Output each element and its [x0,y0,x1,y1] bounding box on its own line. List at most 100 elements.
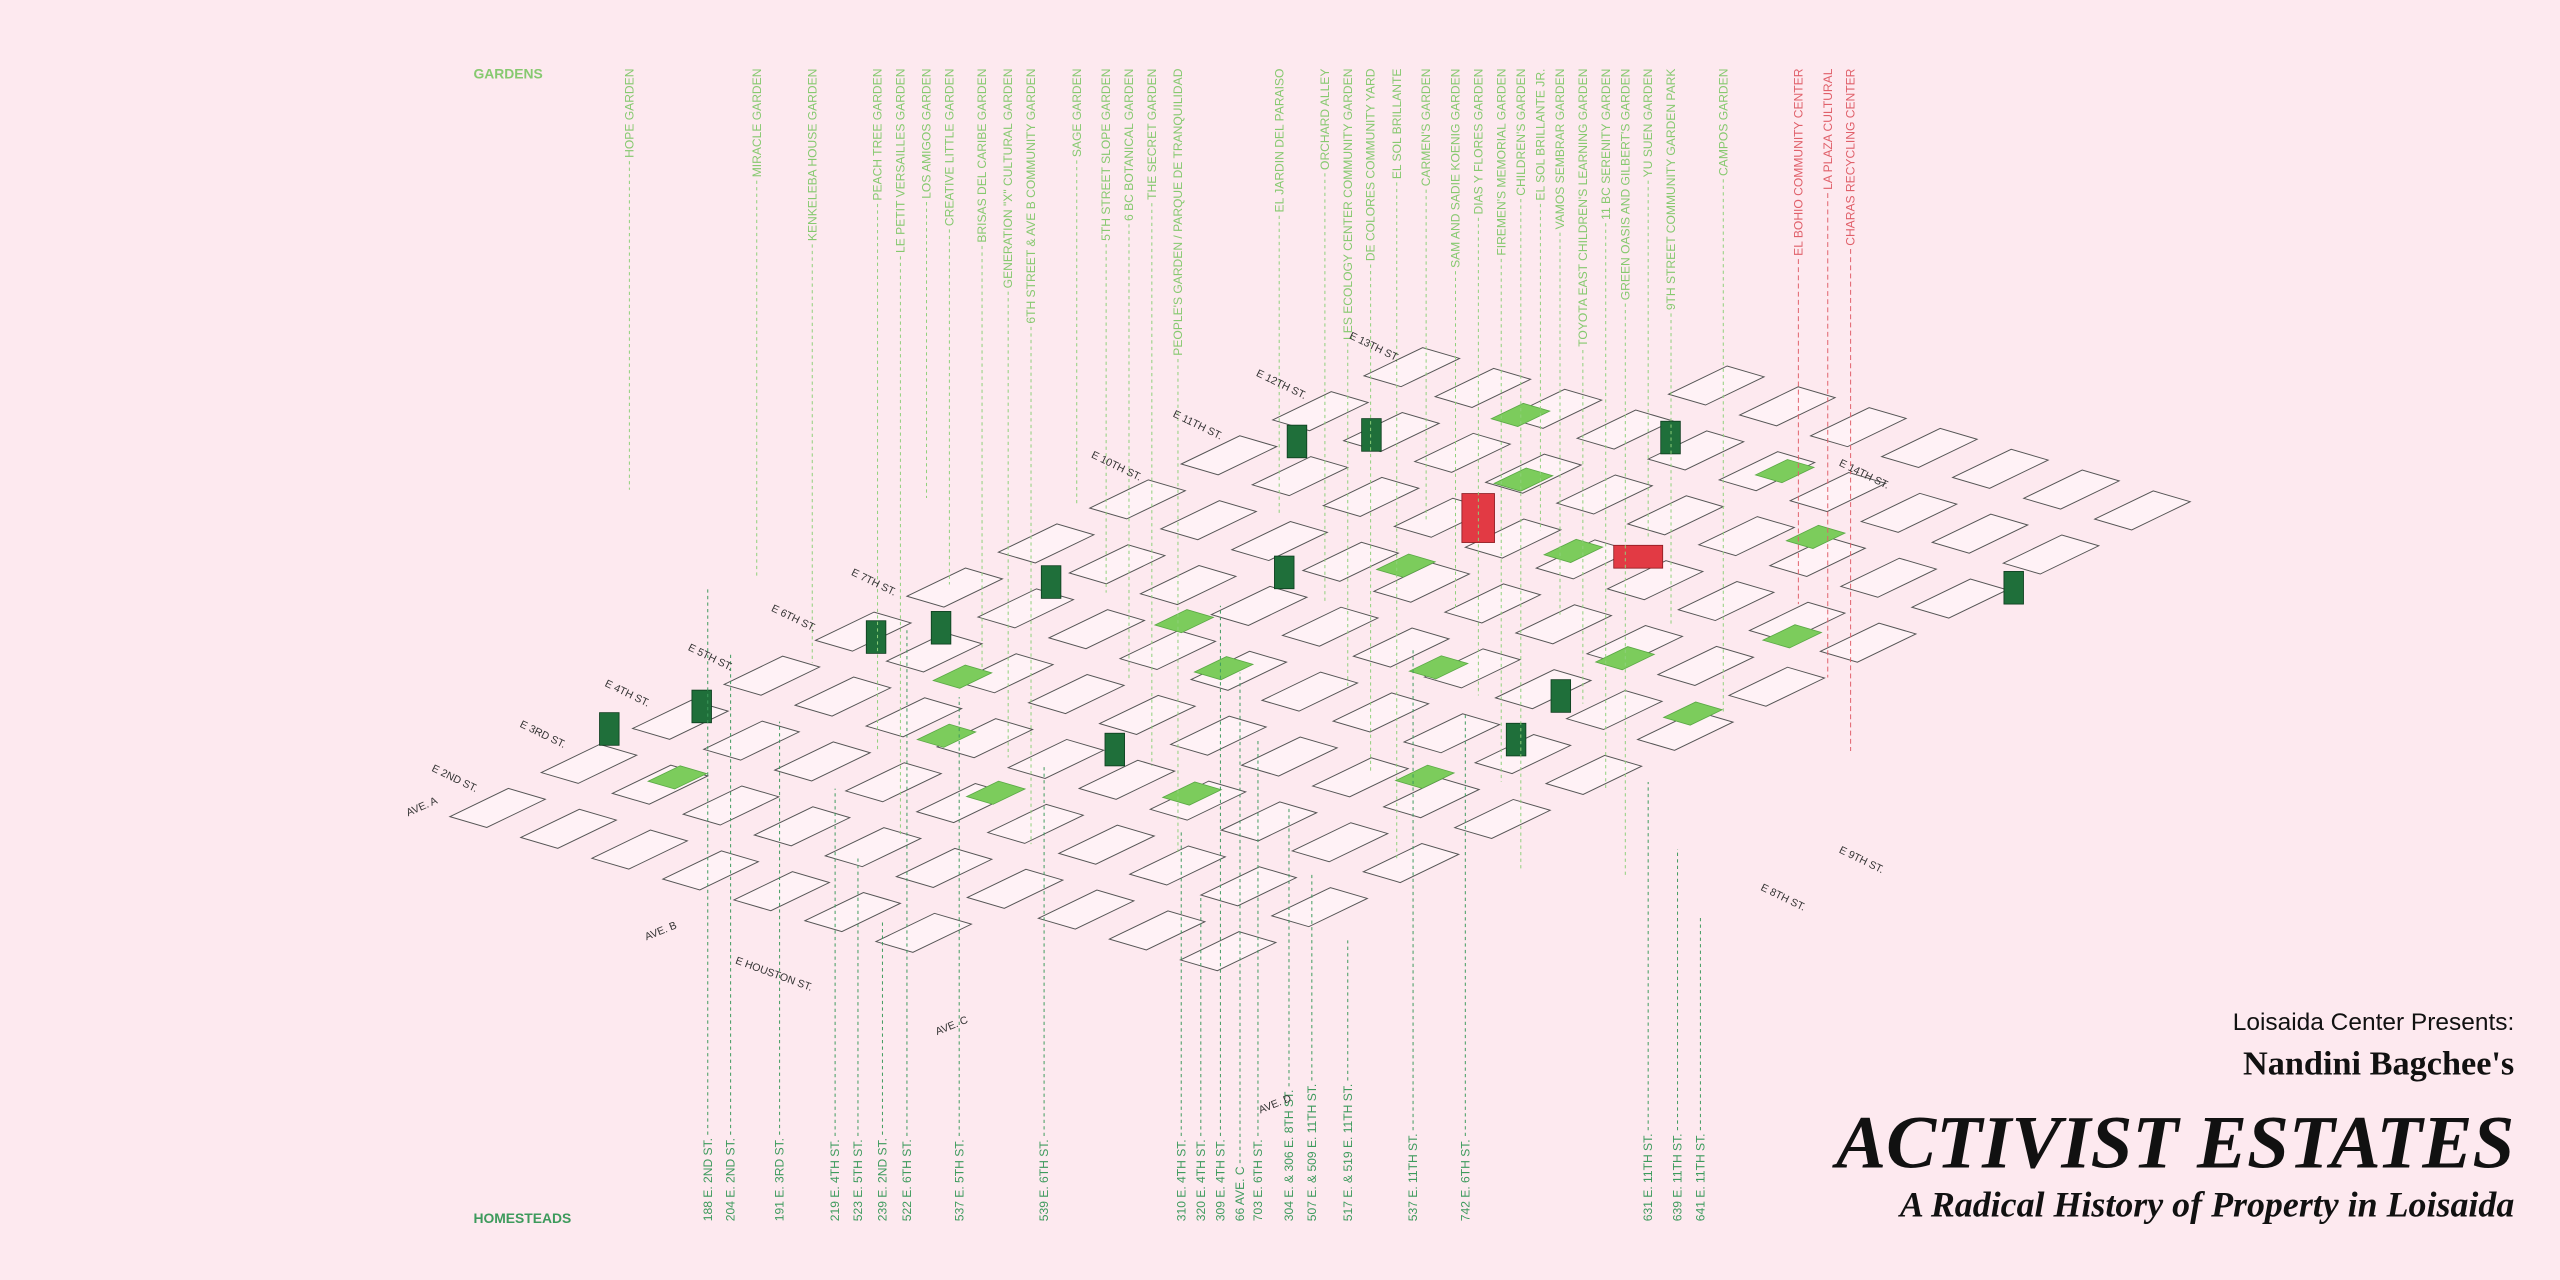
garden-label: DE COLORES COMMUNITY YARD [1364,68,1378,261]
homestead-label: 507 E. & 509 E. 11TH ST. [1305,1084,1319,1221]
garden-label: LOS AMIGOS GARDEN [920,69,934,199]
homestead-label: 522 E. 6TH ST. [900,1139,914,1221]
city-block [1951,448,2050,489]
garden-label: HOPE GARDEN [622,69,636,158]
author: Nandini Bagchee's [2243,1044,2514,1082]
city-block [1290,822,1390,863]
homestead-label: 537 E. 11TH ST. [1406,1133,1420,1221]
homestead-label: 539 E. 6TH ST. [1037,1139,1051,1221]
homestead-label: 191 E. 3RD ST. [773,1138,787,1221]
garden-label: YU SUEN GARDEN [1641,69,1655,178]
city-block [519,808,618,849]
homestead-building [1361,418,1382,452]
garden-lot [1543,538,1604,563]
city-block [1433,367,1532,409]
city-block [1738,386,1837,427]
homestead-building [1104,732,1125,767]
city-block [1839,557,1938,598]
garden-label: CAMPOS GARDEN [1716,69,1730,176]
homestead-label: 204 E. 2ND ST. [724,1138,738,1221]
city-block [823,827,923,868]
city-block [752,806,852,847]
garden-label: SAM AND SADIE KOENIG GARDEN [1449,69,1463,268]
city-block [1443,583,1542,624]
city-block [661,850,760,891]
community-center-label: CHARAS RECYCLING CENTER [1844,68,1858,245]
homestead-label: 239 E. 2ND ST. [876,1138,890,1221]
garden-label: MIRACLE GARDEN [750,69,764,178]
city-block [1646,430,1746,471]
city-block [1859,492,1959,533]
city-block [702,720,801,761]
garden-label: CREATIVE LITTLE GARDEN [942,69,956,227]
homestead-label: 641 E. 11TH ST. [1693,1133,1707,1221]
city-block [539,743,639,784]
city-block [966,868,1065,909]
city-block [1352,627,1451,668]
city-block [1108,910,1207,951]
city-block [1361,843,1461,884]
garden-lot [1785,524,1847,549]
homestead-building [691,689,712,724]
homestead-label: 703 E. 6TH ST. [1251,1139,1265,1221]
subtitle: A Radical History of Property in Loisaid… [1898,1184,2514,1224]
garden-label: THE SECRET GARDEN [1145,69,1159,200]
city-block [1514,604,1613,645]
city-block [1098,694,1197,735]
garden-lot [1754,459,1816,484]
garden-label: EL JARDIN DEL PARAISO [1272,69,1286,213]
city-block [1880,427,1979,469]
city-block [997,523,1096,564]
city-block [1544,754,1643,795]
garden-lot [1161,781,1223,806]
homestead-building [1286,424,1308,459]
city-block [814,611,913,652]
garden-label: PEOPLE'S GARDEN / PARQUE DE TRANQUILIDAD [1171,68,1185,355]
garden-label: CHILDREN'S GARDEN [1514,69,1528,196]
city-block [1656,645,1755,686]
city-block [1453,798,1552,840]
homestead-building [1550,679,1572,713]
title: ACTIVIST ESTATES [1832,1101,2514,1184]
garden-lot [1193,656,1255,681]
community-center [1613,544,1664,569]
city-block [1027,674,1126,715]
city-block [1270,887,1369,928]
homestead-label: 639 E. 11TH ST. [1671,1133,1685,1221]
city-block [1240,736,1339,777]
garden-label: 5TH STREET SLOPE GARDEN [1099,69,1113,241]
homestead-label: 517 E. & 519 E. 11TH ST. [1341,1084,1355,1221]
garden-label: LE PETIT VERSAILLES GARDEN [893,69,907,253]
city-block [1219,801,1319,842]
homestead-building [1505,722,1527,757]
homestead-building [865,620,887,654]
city-block [1819,622,1918,663]
community-center-label: EL BOHIO COMMUNITY CENTER [1791,68,1805,256]
garden-lot [1493,467,1554,492]
city-block [1057,824,1156,865]
homestead-label: 320 E. 4TH ST. [1194,1139,1208,1221]
garden-label: 6TH STREET & AVE B COMMUNITY GARDEN [1024,69,1038,324]
garden-label: EL SOL BRILLANTE [1390,69,1404,180]
city-block [722,655,821,696]
homestead-building [2003,571,2024,605]
garden-label: PEACH TREE GARDEN [871,69,885,201]
city-block [2093,490,2192,531]
city-block [956,653,1055,694]
city-block [1402,713,1501,754]
city-block [1077,759,1177,800]
garden-lot [965,780,1027,805]
city-block [1362,347,1461,388]
garden-lot [916,723,977,748]
homestead-label: 523 E. 5TH ST. [851,1139,865,1221]
city-block [1006,738,1106,780]
city-block [1463,518,1563,559]
garden-label: SAGE GARDEN [1070,69,1084,158]
homestead-label: 537 E. 5TH ST. [952,1139,966,1221]
city-block [1331,692,1430,733]
city-block [2022,469,2121,510]
city-block [1088,479,1187,520]
city-block [1413,432,1512,473]
city-block [448,787,547,829]
city-block [1179,931,1278,972]
